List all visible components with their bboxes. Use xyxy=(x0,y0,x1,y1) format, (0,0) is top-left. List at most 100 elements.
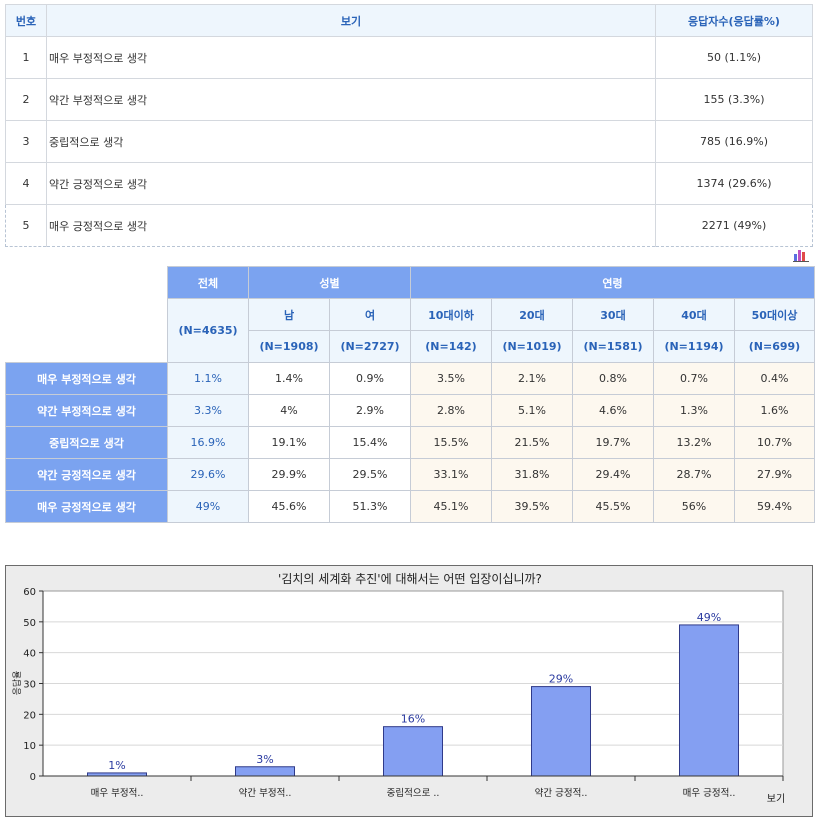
cell-value: 45.6% xyxy=(248,490,330,523)
bar-data-label: 49% xyxy=(697,611,721,624)
row-option: 중립적으로 생각 xyxy=(46,120,656,163)
table-row: 약간 긍정적으로 생각 29.6% 29.9% 29.5% 33.1% 31.8… xyxy=(5,458,815,491)
row-label: 매우 부정적으로 생각 xyxy=(5,362,168,395)
header-responses: 응답자수(응답률%) xyxy=(655,4,813,37)
column-n: (N=2727) xyxy=(329,330,411,363)
column-label: 남 xyxy=(248,298,330,331)
column-n: (N=1194) xyxy=(653,330,735,363)
x-tick-label: 매우 긍정적.. xyxy=(683,787,736,799)
x-tick-label: 약간 부정적.. xyxy=(239,787,292,799)
bar xyxy=(679,624,739,777)
table-row: 5 매우 긍정적으로 생각 2271 (49%) xyxy=(5,204,813,247)
y-axis-label: 응답율 xyxy=(11,671,23,696)
cell-value: 59.4% xyxy=(734,490,815,523)
y-tick-label: 10 xyxy=(23,741,36,752)
row-option: 약간 부정적으로 생각 xyxy=(46,78,656,121)
cell-value: 1.4% xyxy=(248,362,330,395)
cell-value: 45.1% xyxy=(410,490,492,523)
y-tick-label: 30 xyxy=(23,680,36,691)
header-number: 번호 xyxy=(5,4,47,37)
cell-value: 1.3% xyxy=(653,394,735,427)
cell-value: 31.8% xyxy=(491,458,573,491)
cell-value: 28.7% xyxy=(653,458,735,491)
cell-value: 45.5% xyxy=(572,490,654,523)
cell-value: 29.9% xyxy=(248,458,330,491)
cell-value: 2.9% xyxy=(329,394,411,427)
row-label: 중립적으로 생각 xyxy=(5,426,168,459)
bar-chart-icon[interactable] xyxy=(793,248,809,262)
bar-chart-panel: '김치의 세계화 추진'에 대해서는 어떤 입장이십니까? 0 10 20 30 40 5… xyxy=(5,565,813,817)
column-n: (N=1908) xyxy=(248,330,330,363)
table-row: 3 중립적으로 생각 785 (16.9%) xyxy=(5,120,813,163)
cell-value: 27.9% xyxy=(734,458,815,491)
cell-value: 4.6% xyxy=(572,394,654,427)
cell-value: 29.5% xyxy=(329,458,411,491)
y-tick-label: 60 xyxy=(23,587,36,598)
cell-value: 0.7% xyxy=(653,362,735,395)
cell-value: 3.5% xyxy=(410,362,492,395)
column-label: 40대 xyxy=(653,298,735,331)
cell-value: 13.2% xyxy=(653,426,735,459)
cell-value: 4% xyxy=(248,394,330,427)
cell-value: 0.8% xyxy=(572,362,654,395)
row-count: 155 (3.3%) xyxy=(655,78,813,121)
column-n: (N=1019) xyxy=(491,330,573,363)
row-count: 2271 (49%) xyxy=(655,204,813,247)
cell-value: 33.1% xyxy=(410,458,492,491)
row-label: 매우 긍정적으로 생각 xyxy=(5,490,168,523)
row-option: 매우 긍정적으로 생각 xyxy=(46,204,656,247)
cell-value: 5.1% xyxy=(491,394,573,427)
row-total: 29.6% xyxy=(167,458,249,491)
column-label: 10대이하 xyxy=(410,298,492,331)
cell-value: 0.9% xyxy=(329,362,411,395)
y-tick-label: 40 xyxy=(23,649,36,660)
cell-value: 15.4% xyxy=(329,426,411,459)
bar-chart: 0 10 20 30 40 50 60 1% 3% 16% 29% 49% 매우 부정적.. 약간 부… xyxy=(11,587,785,805)
cell-value: 15.5% xyxy=(410,426,492,459)
bar-data-label: 29% xyxy=(549,673,573,686)
row-number: 3 xyxy=(5,120,47,163)
row-total: 3.3% xyxy=(167,394,249,427)
cell-value: 19.1% xyxy=(248,426,330,459)
bar xyxy=(235,766,295,777)
row-total: 1.1% xyxy=(167,362,249,395)
options-table: 번호 보기 응답자수(응답률%) 1 매우 부정적으로 생각 50 (1.1%)… xyxy=(5,4,813,247)
row-label: 약간 긍정적으로 생각 xyxy=(5,458,168,491)
table-row: 1 매우 부정적으로 생각 50 (1.1%) xyxy=(5,36,813,79)
y-tick-label: 20 xyxy=(23,710,36,721)
y-tick-label: 50 xyxy=(23,618,36,629)
cell-value: 1.6% xyxy=(734,394,815,427)
table-row: 매우 부정적으로 생각 1.1% 1.4% 0.9% 3.5% 2.1% 0.8… xyxy=(5,362,815,395)
header-total: 전체 xyxy=(167,266,249,299)
bar-data-label: 16% xyxy=(401,713,425,726)
row-total: 49% xyxy=(167,490,249,523)
x-tick-label: 중립적으로 .. xyxy=(387,787,440,799)
y-tick-label: 0 xyxy=(30,772,36,783)
cell-value: 2.8% xyxy=(410,394,492,427)
bar xyxy=(383,726,443,777)
cell-value: 29.4% xyxy=(572,458,654,491)
cell-value: 39.5% xyxy=(491,490,573,523)
column-n: (N=699) xyxy=(734,330,815,363)
table-row: 중립적으로 생각 16.9% 19.1% 15.4% 15.5% 21.5% 1… xyxy=(5,426,815,459)
cell-value: 19.7% xyxy=(572,426,654,459)
column-label: 50대이상 xyxy=(734,298,815,331)
column-label: 여 xyxy=(329,298,411,331)
bar xyxy=(531,686,591,777)
row-count: 50 (1.1%) xyxy=(655,36,813,79)
x-axis-label: 보기 xyxy=(767,793,785,805)
cell-value: 2.1% xyxy=(491,362,573,395)
column-n: (N=142) xyxy=(410,330,492,363)
table-row: 매우 긍정적으로 생각 49% 45.6% 51.3% 45.1% 39.5% … xyxy=(5,490,815,523)
row-total: 16.9% xyxy=(167,426,249,459)
row-number: 2 xyxy=(5,78,47,121)
table-row: 2 약간 부정적으로 생각 155 (3.3%) xyxy=(5,78,813,121)
row-number: 1 xyxy=(5,36,47,79)
header-gender: 성별 xyxy=(248,266,411,299)
bar-data-label: 3% xyxy=(256,753,273,766)
row-label: 약간 부정적으로 생각 xyxy=(5,394,168,427)
row-count: 1374 (29.6%) xyxy=(655,162,813,205)
row-number: 5 xyxy=(5,204,47,247)
cell-value: 10.7% xyxy=(734,426,815,459)
cell-value: 21.5% xyxy=(491,426,573,459)
